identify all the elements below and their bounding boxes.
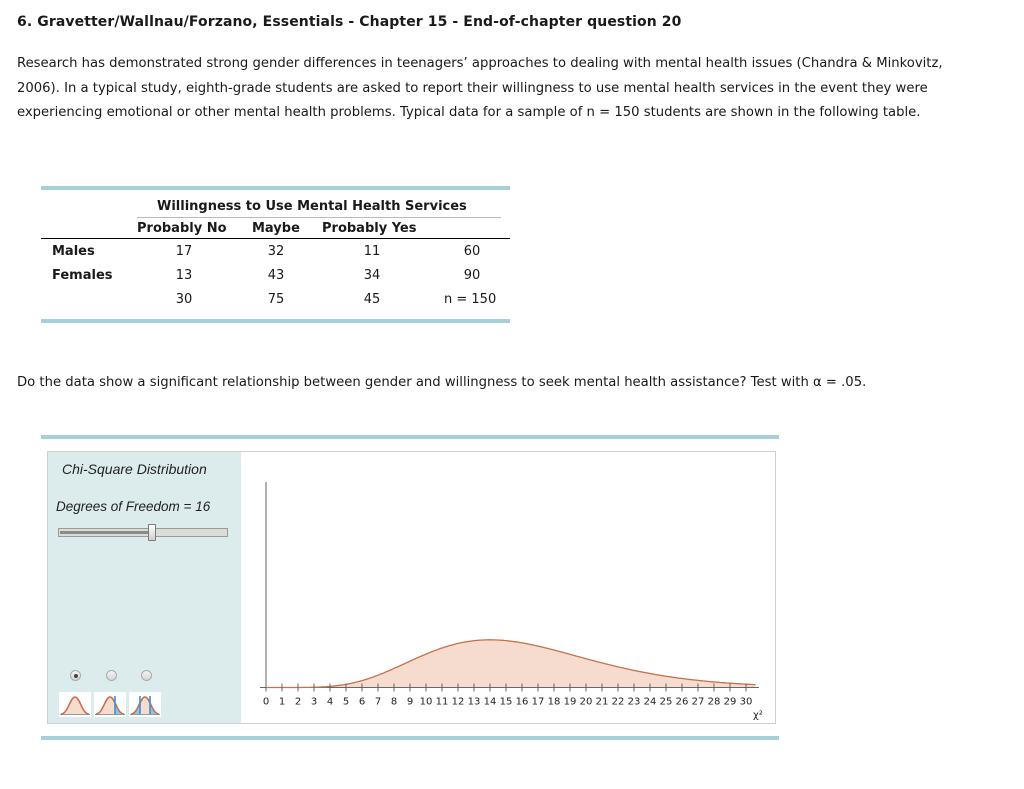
- svg-text:6: 6: [359, 697, 365, 708]
- svg-text:7: 7: [375, 697, 381, 708]
- radio-one-tail[interactable]: [106, 670, 117, 681]
- cell-males-maybe: 32: [267, 244, 285, 259]
- svg-text:16: 16: [516, 697, 529, 708]
- cell-females-probably-no: 13: [175, 268, 193, 283]
- svg-text:15: 15: [500, 697, 513, 708]
- svg-text:23: 23: [628, 697, 641, 708]
- chi-square-plot: 0 1 2 3 4 5 6 7 8 9 10 11 12 13 14 15 16 17 18 19 20 21 22 23 24…: [241, 452, 775, 723]
- column-total-probably-yes: 45: [363, 292, 381, 307]
- no-tail-curve-icon[interactable]: [59, 692, 91, 717]
- svg-text:13: 13: [468, 697, 481, 708]
- distribution-curve: [266, 639, 756, 689]
- column-total-probably-no: 30: [175, 292, 193, 307]
- radio-no-tail[interactable]: [70, 670, 81, 681]
- distribution-area: [266, 639, 756, 688]
- column-header-probably-no: Probably No: [137, 221, 227, 236]
- svg-text:20: 20: [580, 697, 593, 708]
- column-header-probably-yes: Probably Yes: [322, 221, 417, 236]
- cell-males-probably-yes: 11: [363, 244, 381, 259]
- cell-males-probably-no: 17: [175, 244, 193, 259]
- question-prompt: Do the data show a significant relations…: [17, 375, 867, 390]
- group-header-underline: [137, 217, 501, 218]
- one-tail-curve-icon[interactable]: [94, 692, 126, 717]
- table-group-header: Willingness to Use Mental Health Service…: [157, 199, 467, 214]
- svg-text:8: 8: [391, 697, 397, 708]
- chi-square-widget: Chi-Square Distribution Degrees of Freed…: [41, 435, 779, 740]
- degrees-of-freedom-slider[interactable]: [58, 524, 228, 541]
- svg-text:29: 29: [724, 697, 737, 708]
- widget-bottom-rule: [41, 736, 779, 740]
- cell-females-probably-yes: 34: [363, 268, 381, 283]
- row-label-males: Males: [52, 244, 95, 259]
- svg-text:30: 30: [740, 697, 753, 708]
- svg-text:26: 26: [676, 697, 689, 708]
- svg-text:2: 2: [295, 697, 301, 708]
- svg-text:10: 10: [420, 697, 433, 708]
- chi-square-axis-label: χ²: [753, 710, 763, 721]
- header-rule: [41, 238, 510, 239]
- svg-text:5: 5: [343, 697, 349, 708]
- svg-text:14: 14: [484, 697, 497, 708]
- radio-two-tail[interactable]: [141, 670, 152, 681]
- control-panel: Chi-Square Distribution Degrees of Freed…: [48, 452, 241, 723]
- widget-frame: Chi-Square Distribution Degrees of Freed…: [47, 451, 776, 724]
- svg-text:19: 19: [564, 697, 577, 708]
- two-tail-curve-icon[interactable]: [129, 692, 161, 717]
- column-total-maybe: 75: [267, 292, 285, 307]
- svg-text:17: 17: [532, 697, 545, 708]
- slider-thumb[interactable]: [148, 524, 156, 541]
- svg-text:28: 28: [708, 697, 721, 708]
- svg-text:22: 22: [612, 697, 625, 708]
- svg-text:24: 24: [644, 697, 657, 708]
- question-paragraph: Research has demonstrated strong gender …: [17, 56, 943, 120]
- svg-text:27: 27: [692, 697, 705, 708]
- svg-text:0: 0: [263, 697, 269, 708]
- svg-text:18: 18: [548, 697, 561, 708]
- question-title: 6. Gravetter/Wallnau/Forzano, Essentials…: [17, 14, 682, 30]
- table-top-rule: [41, 186, 510, 190]
- svg-text:4: 4: [327, 697, 333, 708]
- svg-text:25: 25: [660, 697, 673, 708]
- svg-text:1: 1: [279, 697, 285, 708]
- svg-text:11: 11: [436, 697, 449, 708]
- svg-text:9: 9: [407, 697, 413, 708]
- slider-fill: [60, 531, 149, 534]
- row-total-females: 90: [463, 268, 481, 283]
- widget-top-rule: [41, 435, 779, 439]
- grand-total: n = 150: [444, 292, 497, 307]
- degrees-of-freedom-label: Degrees of Freedom = 16: [56, 499, 211, 514]
- table-bottom-rule: [41, 319, 510, 323]
- cell-females-maybe: 43: [267, 268, 285, 283]
- column-header-maybe: Maybe: [252, 221, 300, 236]
- contingency-table: Willingness to Use Mental Health Service…: [41, 186, 510, 323]
- svg-text:21: 21: [596, 697, 609, 708]
- svg-text:12: 12: [452, 697, 465, 708]
- svg-text:3: 3: [311, 697, 317, 708]
- row-total-males: 60: [463, 244, 481, 259]
- x-axis-ticks: 0 1 2 3 4 5 6 7 8 9 10 11 12 13 14 15 16 17 18 19 20 21 22 23 24…: [263, 683, 753, 708]
- row-label-females: Females: [52, 268, 113, 283]
- widget-title: Chi-Square Distribution: [62, 461, 207, 477]
